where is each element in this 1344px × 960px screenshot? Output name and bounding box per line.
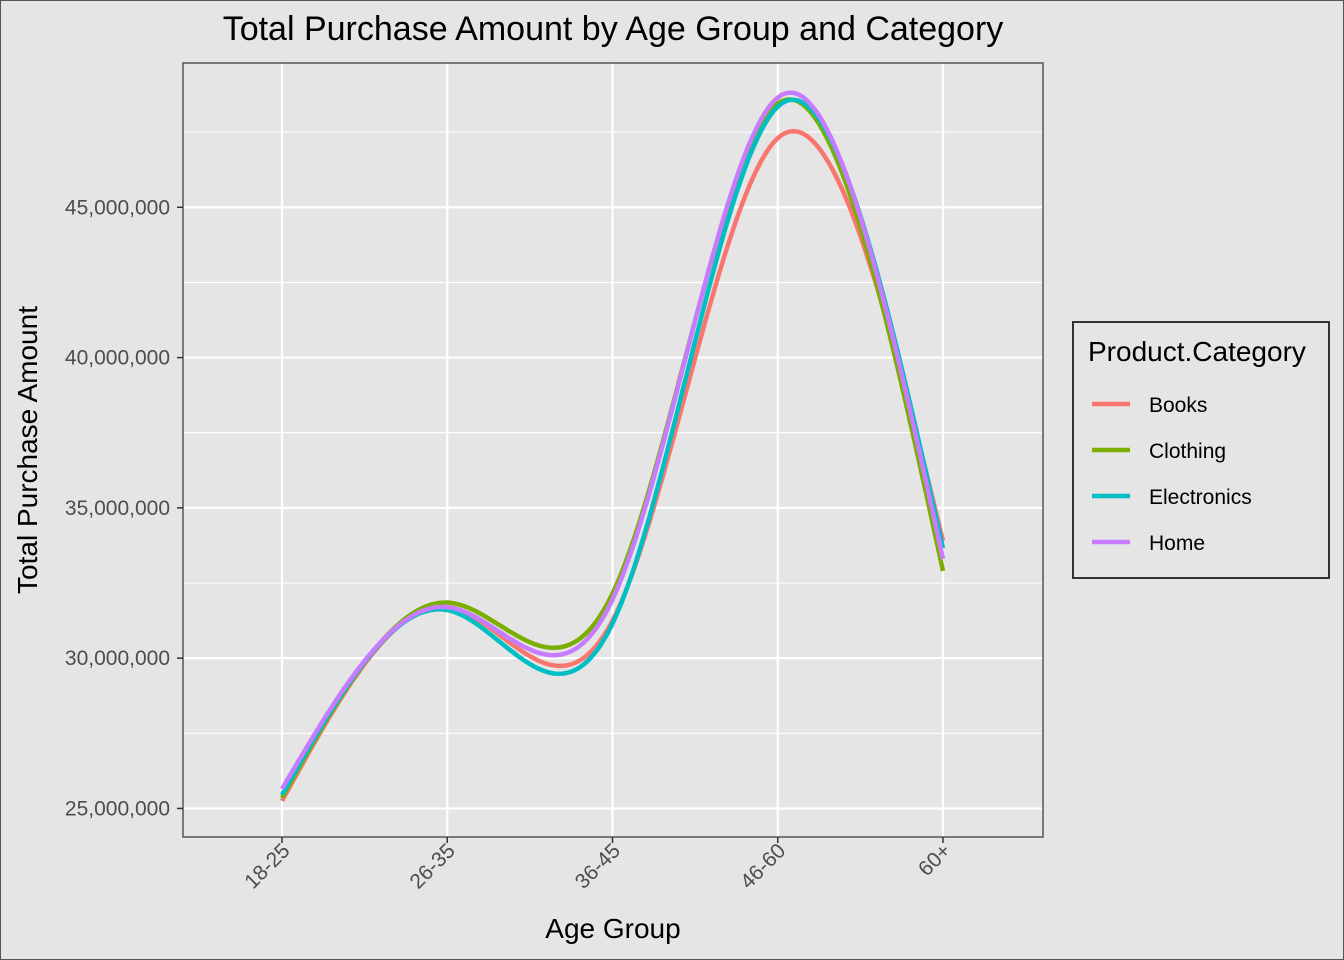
y-axis-title: Total Purchase Amount [12,306,43,594]
y-tick-label: 30,000,000 [65,647,170,670]
legend-label-home: Home [1149,532,1205,555]
plot-area: 25,000,000 30,000,000 35,000,000 40,000,000… [65,62,1044,894]
legend-label-clothing: Clothing [1149,440,1226,463]
x-axis-title: Age Group [545,913,680,944]
chart-title: Total Purchase Amount by Age Group and C… [223,10,1004,48]
y-tick-label: 35,000,000 [65,497,170,520]
series-line-home [280,90,946,791]
legend-items: Books Clothing Electronics Home [1092,394,1252,555]
y-tick-label: 45,000,000 [65,196,170,219]
legend: Product.Category Books Clothing Electronic… [1072,321,1330,579]
legend-title: Product.Category [1088,336,1306,367]
y-tick-label: 40,000,000 [65,347,170,370]
legend-label-electronics: Electronics [1149,486,1252,509]
legend-label-books: Books [1149,394,1207,417]
y-tick-label: 25,000,000 [65,797,170,820]
